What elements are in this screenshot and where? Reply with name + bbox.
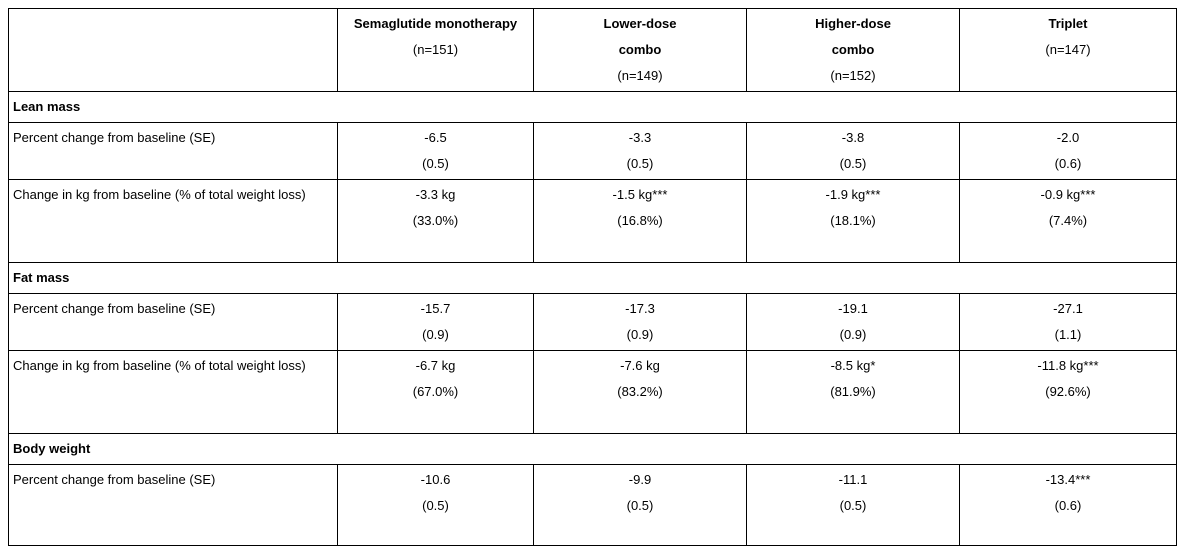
cell-value: -17.3 (625, 301, 655, 316)
cell-percent: (33.0%) (412, 213, 459, 228)
cell-percent: (92.6%) (1045, 384, 1091, 399)
section-title-fat-mass: Fat mass (8, 262, 1177, 294)
cell-value: -6.7 kg (415, 358, 456, 373)
data-cell: -19.1 (0.9) (746, 293, 960, 351)
data-cell: -3.3 (0.5) (533, 122, 747, 180)
cell-value: -15.7 (420, 301, 451, 316)
cell-value: -10.6 (420, 472, 451, 487)
data-cell: -15.7 (0.9) (337, 293, 534, 351)
column-header-triplet: Triplet (n=147) (959, 8, 1177, 92)
table-row: Change in kg from baseline (% of total w… (8, 350, 1177, 434)
column-n: (n=147) (1045, 42, 1091, 57)
data-cell: -2.0 (0.6) (959, 122, 1177, 180)
cell-value: -3.3 (628, 130, 652, 145)
cell-value: -1.9 kg*** (825, 187, 881, 202)
data-cell: -27.1 (1.1) (959, 293, 1177, 351)
data-cell: -6.7 kg (67.0%) (337, 350, 534, 434)
cell-value: -11.8 kg*** (1037, 358, 1099, 373)
data-cell: -8.5 kg* (81.9%) (746, 350, 960, 434)
cell-se: (0.5) (839, 498, 867, 513)
column-n: (n=151) (412, 42, 459, 57)
data-cell: -1.5 kg*** (16.8%) (533, 179, 747, 263)
cell-value: -1.5 kg*** (612, 187, 668, 202)
row-label-change-in-kg: Change in kg from baseline (% of total w… (8, 350, 338, 434)
cell-percent: (18.1%) (830, 213, 876, 228)
table-header-row: Semaglutide monotherapy (n=151) Lower-do… (8, 8, 1177, 92)
corner-cell (8, 8, 338, 92)
data-cell: -9.9 (0.5) (533, 464, 747, 546)
data-cell: -1.9 kg*** (18.1%) (746, 179, 960, 263)
cell-se: (0.9) (839, 327, 867, 342)
cell-se: (0.5) (626, 498, 654, 513)
row-label-percent-change: Percent change from baseline (SE) (8, 293, 338, 351)
column-name-line2: combo (618, 42, 662, 57)
column-header-semaglutide-monotherapy: Semaglutide monotherapy (n=151) (337, 8, 534, 92)
column-n: (n=152) (830, 68, 876, 83)
data-cell: -3.8 (0.5) (746, 122, 960, 180)
data-cell: -6.5 (0.5) (337, 122, 534, 180)
column-name: Lower-dose (603, 16, 677, 31)
cell-se: (1.1) (1054, 327, 1082, 342)
cell-value: -3.8 (841, 130, 865, 145)
cell-value: -3.3 kg (415, 187, 456, 202)
column-header-lower-dose-combo: Lower-dose combo (n=149) (533, 8, 747, 92)
column-name: Semaglutide monotherapy (353, 16, 518, 31)
data-cell: -7.6 kg (83.2%) (533, 350, 747, 434)
data-cell: -13.4*** (0.6) (959, 464, 1177, 546)
cell-se: (0.9) (626, 327, 654, 342)
cell-percent: (16.8%) (617, 213, 663, 228)
cell-se: (0.6) (1054, 498, 1082, 513)
cell-se: (0.9) (422, 327, 449, 342)
cell-percent: (81.9%) (830, 384, 876, 399)
cell-value: -6.5 (424, 130, 447, 145)
cell-percent: (67.0%) (412, 384, 459, 399)
column-name: Triplet (1048, 16, 1088, 31)
cell-se: (0.5) (422, 498, 449, 513)
cell-percent: (83.2%) (617, 384, 663, 399)
table-row: Percent change from baseline (SE) -10.6 … (8, 464, 1177, 546)
results-table: Semaglutide monotherapy (n=151) Lower-do… (8, 8, 1177, 546)
cell-value: -9.9 (628, 472, 652, 487)
row-label-percent-change: Percent change from baseline (SE) (8, 464, 338, 546)
cell-value: -11.1 (838, 472, 868, 487)
cell-value: -2.0 (1056, 130, 1080, 145)
data-cell: -11.1 (0.5) (746, 464, 960, 546)
table-row: Change in kg from baseline (% of total w… (8, 179, 1177, 263)
cell-value: -8.5 kg* (830, 358, 876, 373)
cell-value: -27.1 (1053, 301, 1083, 316)
column-n: (n=149) (617, 68, 663, 83)
table-row: Percent change from baseline (SE) -15.7 … (8, 293, 1177, 351)
row-label-percent-change: Percent change from baseline (SE) (8, 122, 338, 180)
column-name: Higher-dose (815, 16, 891, 31)
section-row-body-weight: Body weight (8, 433, 1177, 465)
cell-se: (0.6) (1054, 156, 1082, 171)
cell-se: (0.5) (839, 156, 867, 171)
data-cell: -0.9 kg*** (7.4%) (959, 179, 1177, 263)
data-cell: -11.8 kg*** (92.6%) (959, 350, 1177, 434)
data-cell: -10.6 (0.5) (337, 464, 534, 546)
section-row-fat-mass: Fat mass (8, 262, 1177, 294)
cell-se: (0.5) (626, 156, 654, 171)
cell-value: -13.4*** (1045, 472, 1091, 487)
cell-percent: (7.4%) (1048, 213, 1088, 228)
data-cell: -3.3 kg (33.0%) (337, 179, 534, 263)
column-header-higher-dose-combo: Higher-dose combo (n=152) (746, 8, 960, 92)
table-row: Percent change from baseline (SE) -6.5 (… (8, 122, 1177, 180)
section-title-body-weight: Body weight (8, 433, 1177, 465)
cell-value: -0.9 kg*** (1040, 187, 1096, 202)
section-title-lean-mass: Lean mass (8, 91, 1177, 123)
cell-se: (0.5) (422, 156, 449, 171)
cell-value: -7.6 kg (620, 358, 660, 373)
section-row-lean-mass: Lean mass (8, 91, 1177, 123)
row-label-change-in-kg: Change in kg from baseline (% of total w… (8, 179, 338, 263)
cell-value: -19.1 (838, 301, 868, 316)
data-cell: -17.3 (0.9) (533, 293, 747, 351)
column-name-line2: combo (831, 42, 875, 57)
